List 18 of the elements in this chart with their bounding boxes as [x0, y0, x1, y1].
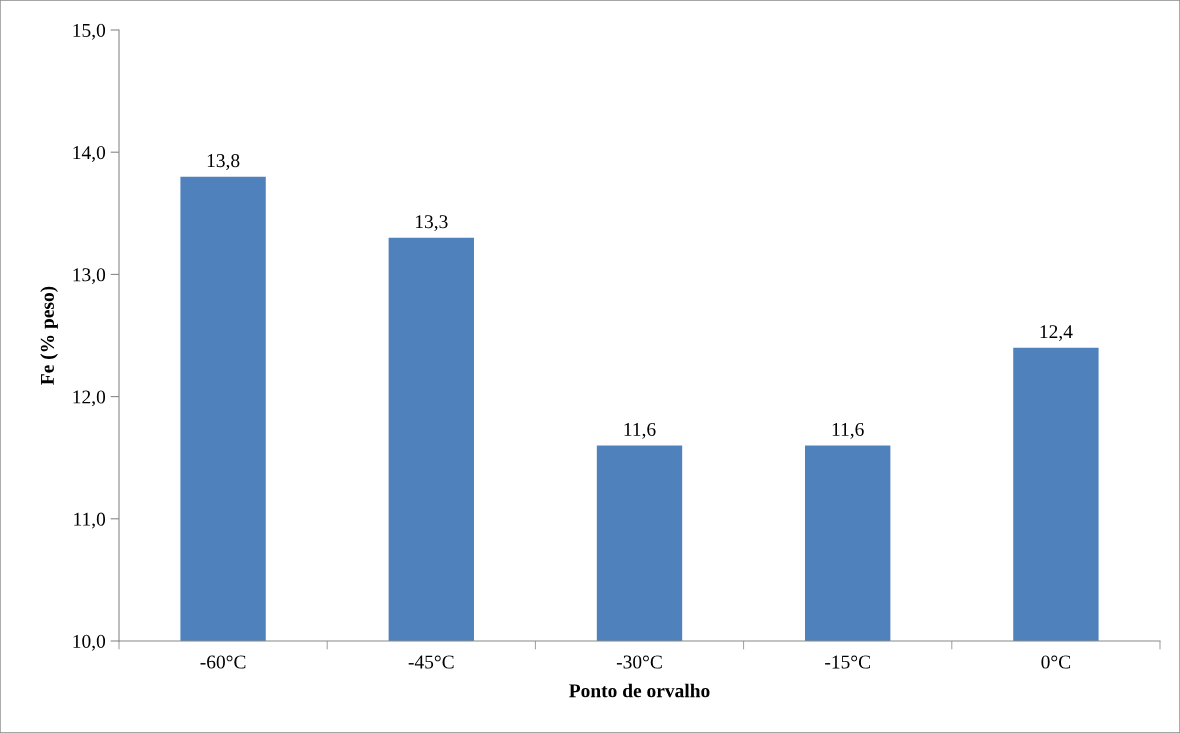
data-label: 11,6	[624, 422, 656, 439]
x-tick-label: -30°C	[616, 655, 662, 669]
y-tick-label: 10,0	[73, 634, 106, 651]
x-tick-label: 0°C	[1041, 655, 1071, 669]
y-tick-label: 12,0	[73, 390, 106, 407]
x-tick-label: -60°C	[200, 655, 246, 669]
data-label: 13,8	[207, 154, 240, 170]
data-label: 11,6	[832, 422, 864, 439]
data-label: 13,3	[416, 215, 448, 232]
y-tick-label: 13,0	[73, 268, 106, 285]
y-tick-label: 15,0	[73, 23, 106, 40]
data-label: 12,4	[1040, 325, 1073, 342]
y-axis-title: Fe (% peso)	[40, 286, 58, 385]
x-axis-title: Ponto de orvalho	[569, 683, 710, 698]
y-tick-label: 14,0	[73, 146, 106, 162]
x-tick-label: -15°C	[825, 655, 870, 669]
x-tick-label: -45°C	[408, 655, 454, 669]
y-tick-label: 11,0	[74, 512, 106, 529]
